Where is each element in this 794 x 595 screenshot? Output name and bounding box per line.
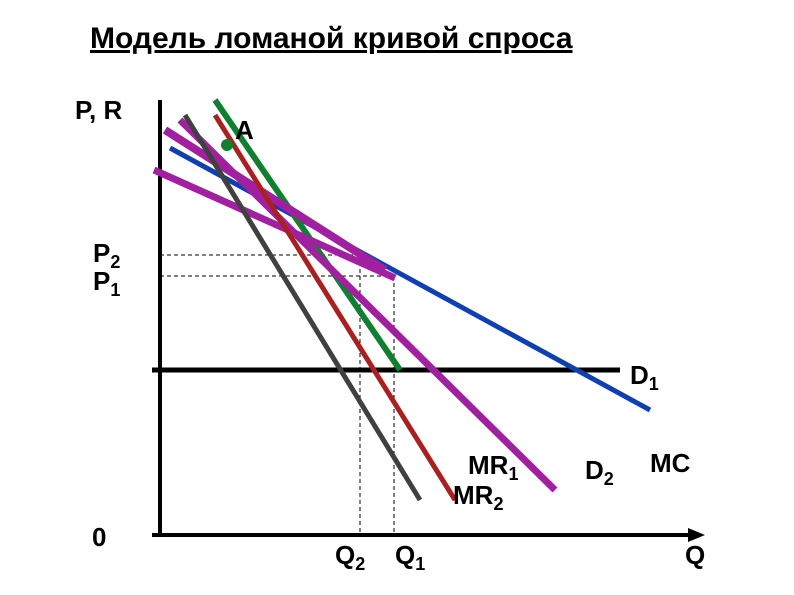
mr2-red-line <box>215 115 455 500</box>
chart-svg <box>40 80 760 580</box>
point-a-label: A <box>235 115 254 146</box>
q2-sub: 2 <box>355 554 365 574</box>
mr2-sub: 2 <box>493 494 503 514</box>
y-axis-label: P, R <box>75 95 122 126</box>
q1-label: Q1 <box>395 540 425 575</box>
chart-title: Модель ломаной кривой спроса <box>90 22 573 56</box>
mr2-gray-line <box>185 115 420 500</box>
p1-text: P <box>93 266 110 296</box>
mr1-text: MR <box>468 450 508 480</box>
d1-sub: 1 <box>649 374 659 394</box>
point-a-marker <box>221 139 233 151</box>
q1-sub: 1 <box>415 554 425 574</box>
d2-text: D <box>585 455 604 485</box>
mr1-sub: 1 <box>508 464 518 484</box>
q2-text: Q <box>335 540 355 570</box>
origin-label: 0 <box>92 522 106 553</box>
p1-label: P1 <box>93 266 120 301</box>
d2-sub: 2 <box>604 469 614 489</box>
kink-thick-purple <box>165 130 385 270</box>
d2-label: D2 <box>585 455 614 490</box>
mr2-label: MR2 <box>453 480 503 515</box>
d1-text: D <box>630 360 649 390</box>
mr2-text: MR <box>453 480 493 510</box>
q1-text: Q <box>395 540 415 570</box>
x-axis-label: Q <box>685 540 705 571</box>
p1-sub: 1 <box>110 280 120 300</box>
chart-area: P, R A P2 P1 0 Q2 Q1 D1 MR1 MR2 D2 MC Q <box>40 80 760 580</box>
p2-text: P <box>93 238 110 268</box>
q2-label: Q2 <box>335 540 365 575</box>
d1-label: D1 <box>630 360 659 395</box>
mc-label: MC <box>650 448 690 479</box>
